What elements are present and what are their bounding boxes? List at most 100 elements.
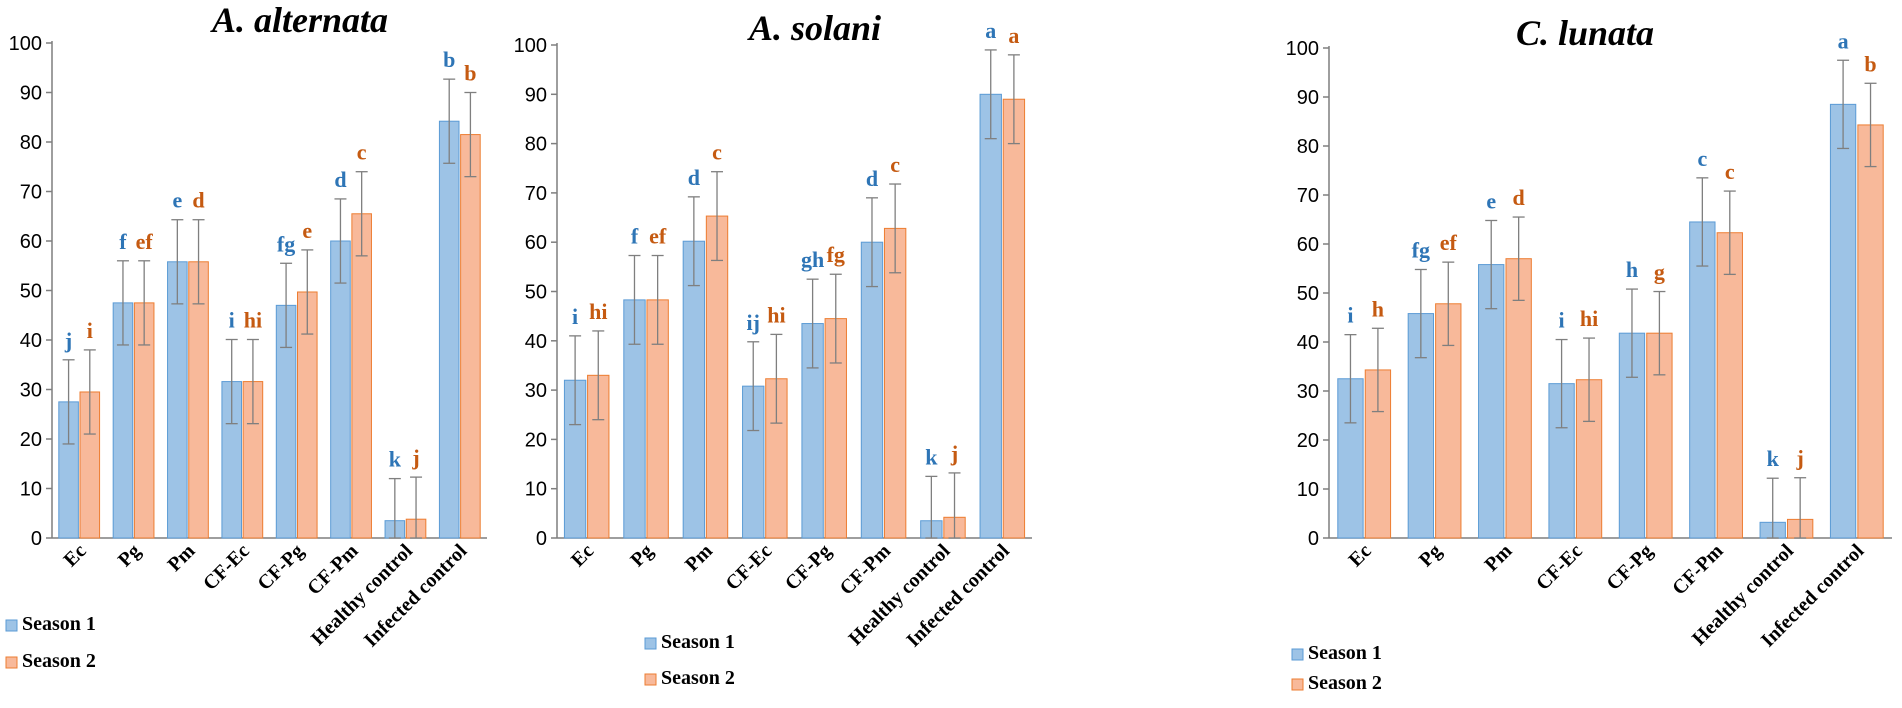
significance-letter: h	[1372, 296, 1384, 321]
significance-letter: a	[1838, 28, 1849, 53]
significance-letter: fg	[277, 231, 295, 256]
significance-letter: f	[119, 229, 127, 254]
legend-label: Season 1	[22, 613, 96, 635]
significance-letter: i	[87, 318, 93, 343]
y-tick-label: 80	[1297, 136, 1319, 158]
y-tick-label: 20	[525, 429, 547, 451]
x-category-label: CF-Pm	[836, 540, 896, 600]
bar-season-1	[330, 240, 351, 539]
y-tick-label: 40	[1297, 332, 1319, 354]
legend-swatch-season-2	[5, 656, 18, 669]
y-tick-label: 70	[20, 182, 42, 204]
y-tick-label: 70	[525, 183, 547, 205]
x-category-label: CF-Pg	[253, 540, 308, 595]
significance-letter: hi	[767, 302, 785, 327]
significance-letter: c	[357, 140, 367, 165]
significance-letter: fg	[1412, 237, 1430, 262]
significance-letter: g	[1654, 260, 1665, 285]
y-tick-label: 50	[20, 281, 42, 303]
y-tick-label: 60	[1297, 234, 1319, 256]
significance-letter: b	[1864, 51, 1876, 76]
significance-letter: ef	[136, 229, 154, 254]
y-tick-label: 80	[525, 134, 547, 156]
y-tick-label: 0	[1308, 528, 1319, 550]
significance-letter: c	[712, 140, 722, 165]
y-tick-label: 60	[525, 232, 547, 254]
significance-letter: i	[229, 308, 235, 333]
significance-letter: hi	[1580, 306, 1598, 331]
legend-swatch-season-1	[1291, 648, 1304, 661]
y-tick-label: 20	[1297, 430, 1319, 452]
significance-letter: ef	[649, 224, 667, 249]
significance-letter: e	[172, 188, 182, 213]
x-category-label: Pm	[681, 540, 717, 576]
y-tick-label: 100	[9, 33, 42, 55]
bar-season-2	[1505, 258, 1532, 539]
significance-letter: e	[1486, 188, 1496, 213]
y-tick-label: 10	[525, 479, 547, 501]
significance-letter: c	[1725, 159, 1735, 184]
chart-title: C. lunata	[1516, 13, 1654, 53]
significance-letter: j	[950, 441, 958, 466]
significance-letter: k	[389, 447, 402, 472]
bar-season-2	[1857, 124, 1884, 539]
y-tick-label: 40	[525, 331, 547, 353]
y-tick-label: 50	[1297, 283, 1319, 305]
legend-swatch-season-1	[644, 637, 657, 650]
bar-season-1	[438, 120, 460, 539]
legend-label: Season 2	[22, 650, 96, 672]
x-category-label: Ec	[1344, 540, 1375, 571]
x-category-label: Ec	[59, 540, 90, 571]
legend-label: Season 1	[1308, 642, 1382, 664]
y-tick-label: 90	[525, 84, 547, 106]
y-tick-label: 10	[20, 479, 42, 501]
y-tick-label: 90	[20, 83, 42, 105]
bar-season-2	[1002, 98, 1026, 539]
x-category-label: CF-Ec	[1532, 540, 1587, 595]
significance-letter: i	[572, 304, 578, 329]
x-category-label: CF-Ec	[199, 540, 254, 595]
significance-letter: k	[1767, 446, 1780, 471]
y-tick-label: 0	[536, 528, 547, 550]
x-category-label: Pg	[114, 540, 145, 571]
significance-letter: hi	[244, 308, 262, 333]
y-tick-label: 100	[514, 35, 547, 57]
legend-swatch-season-1	[5, 619, 18, 632]
y-tick-label: 60	[20, 231, 42, 253]
bar-season-1	[1478, 264, 1505, 539]
significance-letter: i	[1559, 308, 1565, 333]
x-category-label: CF-Pm	[1668, 540, 1728, 600]
significance-letter: c	[890, 152, 900, 177]
significance-letter: a	[1008, 23, 1019, 48]
y-tick-label: 30	[525, 380, 547, 402]
y-tick-label: 50	[525, 282, 547, 304]
bar-season-2	[1716, 232, 1743, 539]
legend-label: Season 2	[661, 667, 735, 689]
significance-letter: d	[1513, 185, 1525, 210]
significance-letter: j	[1795, 446, 1803, 471]
bar-season-1	[1829, 103, 1857, 539]
chart-title: A. solani	[747, 8, 881, 48]
bar-season-2	[460, 134, 481, 539]
significance-letter: b	[443, 47, 455, 72]
bar-season-2	[705, 215, 729, 539]
significance-letter: e	[302, 218, 312, 243]
y-tick-label: 70	[1297, 185, 1319, 207]
y-tick-label: 30	[20, 380, 42, 402]
legend-label: Season 2	[1308, 672, 1382, 694]
significance-letter: j	[411, 445, 419, 470]
x-category-label: CF-Pg	[781, 540, 836, 595]
legend-swatch-season-2	[1291, 678, 1304, 691]
x-category-label: Pg	[626, 540, 657, 571]
x-category-label: CF-Pg	[1602, 540, 1657, 595]
y-tick-label: 90	[1297, 87, 1319, 109]
x-category-label: Infected control	[902, 540, 1014, 652]
y-tick-label: 10	[1297, 479, 1319, 501]
y-tick-label: 0	[31, 528, 42, 550]
bar-season-1	[979, 93, 1002, 539]
y-tick-label: 100	[1286, 38, 1319, 60]
chart-title: A. alternata	[210, 0, 388, 40]
